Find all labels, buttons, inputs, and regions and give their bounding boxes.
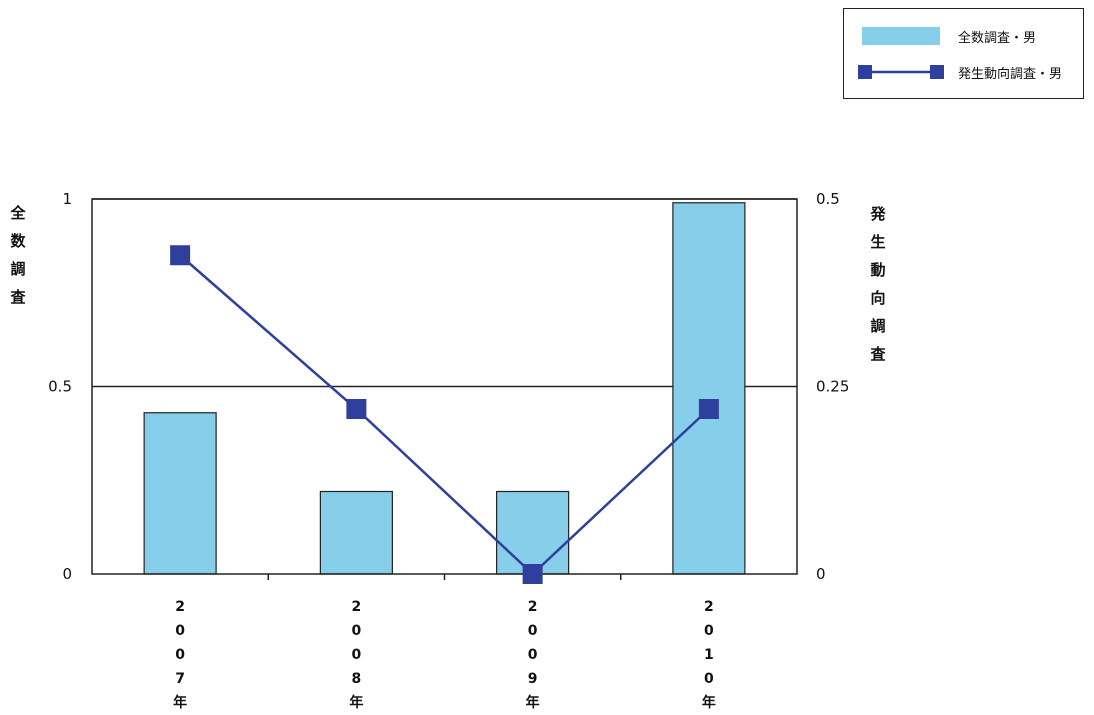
y-right-axis-title-char: 査	[870, 345, 886, 363]
legend-item-bar: 全数調査・男	[844, 23, 1083, 49]
y-left-axis-title-char: 調	[10, 260, 25, 278]
y-left-tick-label: 0	[62, 565, 72, 583]
x-tick-label-char: 9	[528, 671, 538, 687]
y-left-tick-label: 1	[62, 190, 72, 208]
y-right-tick-label: 0	[816, 565, 826, 583]
x-tick-label-char: 7	[175, 671, 185, 687]
y-right-axis-title-char: 調	[870, 317, 885, 335]
y-left-tick-label: 0.5	[48, 378, 72, 396]
x-tick-label-char: 0	[352, 623, 362, 639]
y-right-axis-title-char: 発	[869, 205, 886, 223]
x-tick-label-char: 0	[175, 623, 185, 639]
line-point-4	[698, 399, 719, 419]
line-point-3	[522, 564, 543, 584]
legend-label-line: 発生動向調査・男	[958, 67, 1063, 82]
line-series	[179, 254, 710, 576]
y-right-axis-title-char: 生	[870, 233, 885, 251]
legend-label-bar: 全数調査・男	[958, 31, 1037, 46]
line-point-2	[346, 399, 367, 419]
x-tick-label-char: 0	[528, 623, 538, 639]
x-tick-label-char: 年	[526, 694, 540, 711]
legend: 全数調査・男 発生動向調査・男	[843, 8, 1084, 99]
x-tick-label-char: 2	[352, 599, 362, 615]
legend-item-line: 発生動向調査・男	[844, 59, 1083, 85]
y-right-axis-title-char: 向	[870, 289, 885, 307]
line-point-1	[170, 245, 191, 266]
y-left-axis-title-char: 全	[9, 204, 26, 222]
bar-3	[496, 490, 570, 575]
x-tick-label-char: 2	[175, 599, 185, 615]
bar-4	[672, 202, 746, 575]
x-tick-label-char: 2	[528, 599, 538, 615]
x-tick-label-char: 2	[704, 599, 714, 615]
legend-swatch-bar	[862, 27, 940, 45]
x-tick-label-char: 年	[349, 694, 363, 711]
x-tick-label-char: 0	[704, 671, 714, 687]
x-tick-label-char: 0	[704, 623, 714, 639]
x-tick-label-char: 8	[352, 671, 362, 687]
y-right-axis-title-char: 動	[870, 261, 885, 279]
legend-swatch-line	[858, 65, 944, 79]
y-right-tick-label: 0.5	[816, 190, 840, 208]
y-right-tick-label: 0.25	[816, 378, 849, 396]
x-tick-label-char: 年	[173, 694, 187, 711]
y-left-axis-title-char: 査	[10, 288, 26, 306]
x-tick-label-char: 0	[175, 647, 185, 663]
y-left-axis-title-char: 数	[10, 232, 26, 250]
x-tick-label-char: 1	[704, 647, 714, 663]
bar-1	[143, 412, 217, 575]
x-tick-label-char: 年	[702, 694, 716, 711]
x-tick-label-char: 0	[352, 647, 362, 663]
bar-2	[319, 490, 393, 575]
x-tick-label-char: 0	[528, 647, 538, 663]
